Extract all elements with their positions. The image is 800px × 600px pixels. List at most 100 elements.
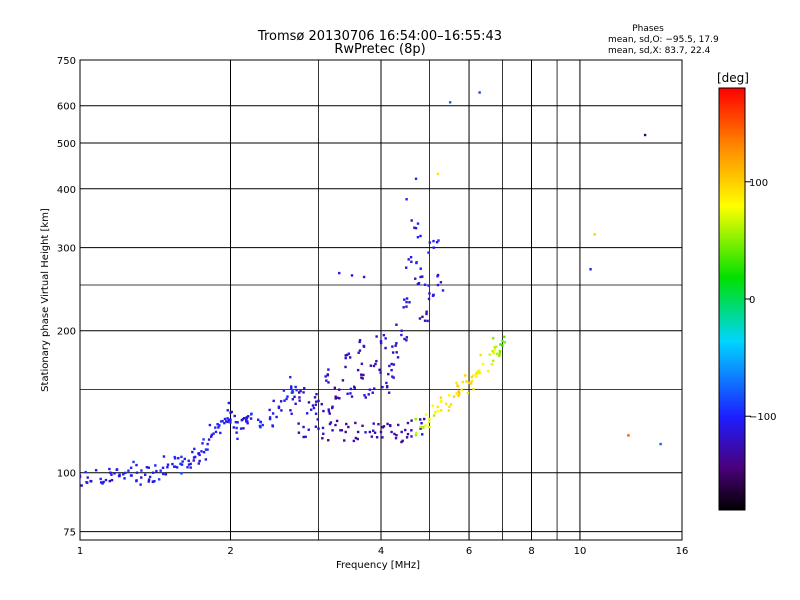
data-point — [314, 412, 318, 415]
data-point — [416, 222, 420, 225]
data-point — [347, 425, 350, 429]
data-point — [405, 198, 408, 201]
x-axis-label: Frequency [MHz] — [336, 560, 420, 571]
data-point — [219, 431, 222, 435]
data-point — [109, 471, 112, 474]
data-point — [148, 475, 152, 479]
data-point — [394, 344, 397, 347]
data-point — [456, 392, 459, 395]
data-point — [208, 423, 212, 427]
data-point — [327, 381, 330, 384]
data-point — [223, 421, 226, 425]
data-point — [431, 404, 434, 407]
data-point — [388, 424, 392, 427]
data-point — [102, 480, 105, 484]
data-point — [179, 462, 182, 466]
data-point — [352, 439, 356, 443]
data-point — [432, 293, 435, 297]
data-point — [135, 471, 139, 474]
data-point — [381, 436, 384, 439]
data-point — [492, 337, 495, 340]
data-point — [246, 422, 249, 425]
data-point — [353, 387, 356, 390]
data-point — [375, 359, 378, 363]
data-point — [413, 226, 416, 229]
data-point — [393, 432, 396, 436]
data-point — [410, 435, 413, 438]
data-point — [161, 466, 165, 470]
data-point — [298, 399, 301, 402]
data-point — [409, 256, 413, 259]
data-point — [291, 391, 295, 394]
data-point — [245, 416, 249, 420]
data-point — [390, 362, 393, 366]
data-point — [202, 451, 206, 454]
data-point — [498, 354, 501, 357]
data-point — [361, 377, 364, 380]
data-point — [436, 172, 440, 176]
data-point — [214, 430, 218, 434]
data-point — [259, 426, 262, 429]
colorbar-label: [deg] — [717, 71, 749, 85]
data-point — [223, 417, 227, 421]
data-point — [295, 388, 298, 392]
data-point — [268, 416, 272, 419]
data-point — [344, 365, 347, 369]
data-point — [229, 421, 232, 424]
data-point — [197, 452, 200, 455]
data-point — [435, 241, 439, 244]
data-point — [467, 381, 471, 385]
data-point — [410, 429, 413, 432]
data-point — [338, 397, 341, 400]
data-point — [80, 484, 83, 487]
data-point — [397, 423, 400, 427]
data-point — [382, 425, 386, 428]
data-point — [166, 463, 170, 466]
data-point — [432, 239, 435, 243]
data-point — [356, 437, 359, 441]
data-point — [108, 479, 112, 483]
data-point — [294, 402, 297, 405]
data-point — [333, 386, 337, 390]
data-point — [327, 439, 330, 442]
data-point — [395, 323, 398, 326]
data-point — [224, 420, 228, 423]
data-point — [396, 356, 400, 359]
data-point — [384, 346, 387, 350]
data-point — [151, 471, 155, 474]
data-point — [491, 359, 495, 363]
data-point — [344, 354, 347, 357]
data-point — [432, 414, 436, 417]
data-point — [76, 477, 78, 479]
data-point — [297, 391, 301, 394]
data-point — [356, 368, 360, 372]
data-point — [290, 412, 293, 415]
colorbar-tick-label: 100 — [749, 178, 768, 189]
data-point — [246, 420, 249, 423]
data-point — [475, 375, 478, 378]
data-point — [329, 421, 333, 424]
data-point — [124, 471, 127, 475]
data-point — [299, 389, 302, 393]
data-point — [183, 457, 186, 461]
data-point — [384, 337, 387, 340]
data-point — [235, 431, 238, 434]
data-point — [80, 474, 82, 477]
data-point — [434, 410, 437, 414]
data-point — [350, 274, 354, 277]
data-point — [367, 393, 370, 396]
data-point — [155, 469, 158, 473]
data-point — [373, 431, 377, 434]
data-point — [419, 275, 422, 279]
data-point — [437, 239, 440, 242]
y-tick-label: 200 — [57, 327, 76, 338]
data-point — [478, 369, 481, 372]
data-point — [294, 385, 297, 389]
colorbar-tick-label: 0 — [749, 295, 755, 306]
data-point — [402, 306, 405, 309]
data-point — [395, 434, 398, 437]
data-point — [421, 425, 424, 429]
data-point — [320, 402, 323, 406]
data-point — [405, 297, 409, 300]
data-point — [643, 133, 647, 137]
